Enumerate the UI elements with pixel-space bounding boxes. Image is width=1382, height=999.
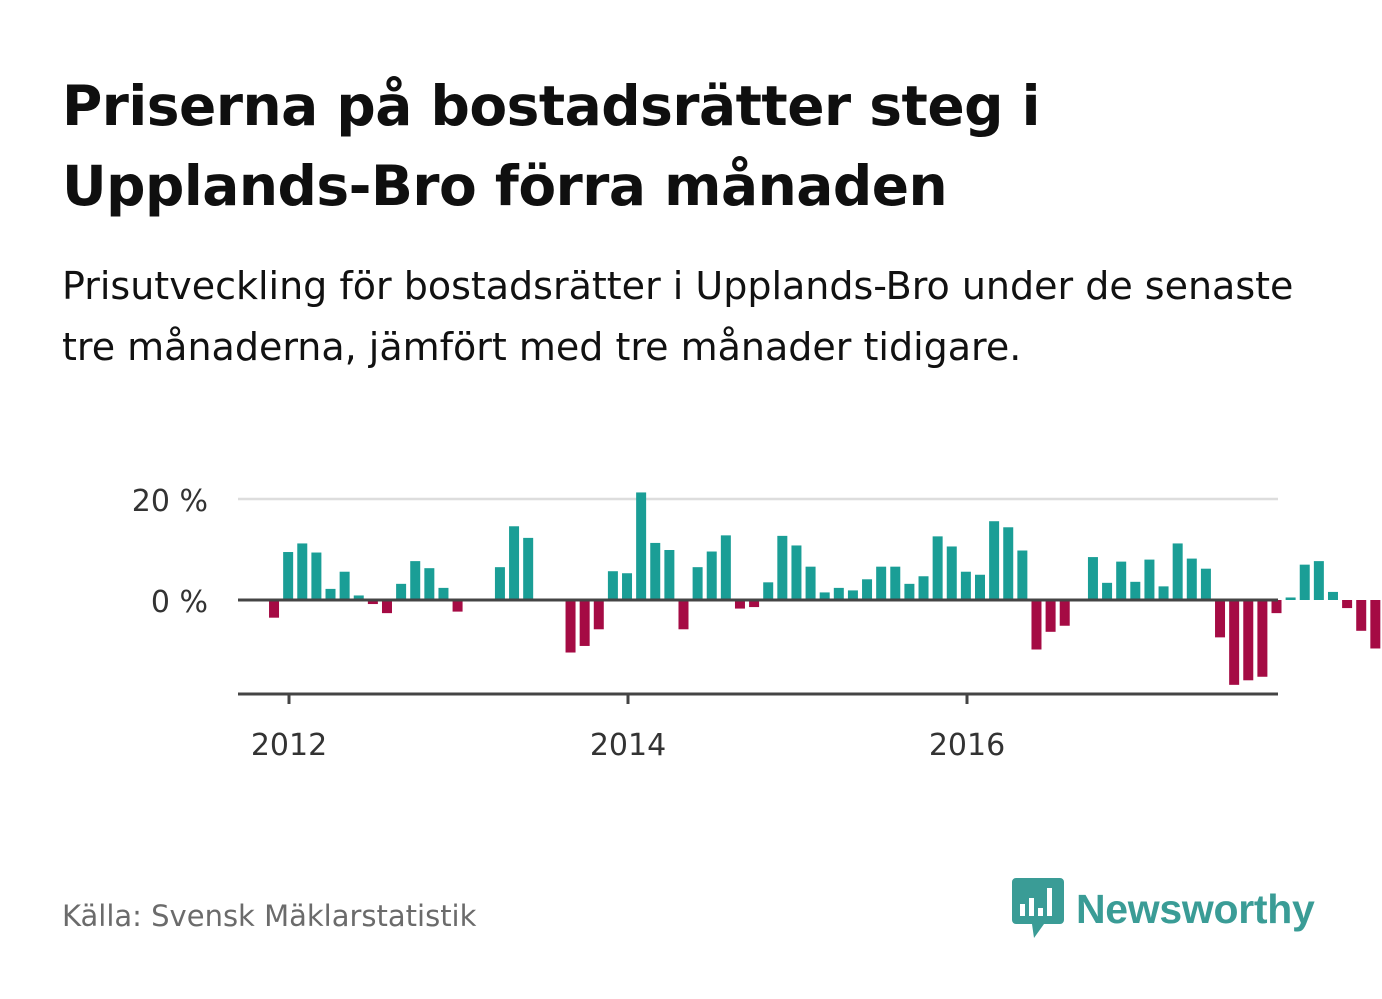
bar <box>297 543 308 600</box>
brand-logo[interactable]: Newsworthy <box>1010 878 1315 940</box>
bar <box>579 600 590 646</box>
bar <box>720 535 731 600</box>
x-tick-label: 2016 <box>929 728 1005 763</box>
chart-subtitle: Prisutveckling för bostadsrätter i Uppla… <box>62 264 1294 369</box>
chart-title: Priserna på bostadsrätter steg i Uppland… <box>62 74 1041 218</box>
bar <box>410 561 421 600</box>
bar <box>424 568 435 600</box>
bar <box>1257 600 1268 677</box>
bar <box>438 587 449 600</box>
bar <box>706 551 717 600</box>
bar <box>325 588 336 600</box>
bar <box>876 566 887 600</box>
bar <box>1172 543 1183 600</box>
bar <box>283 552 294 600</box>
bar <box>1229 600 1240 685</box>
y-tick-label: 0 % <box>151 585 208 620</box>
bar <box>833 587 844 600</box>
bar <box>565 600 576 653</box>
bar <box>890 566 901 600</box>
bar <box>819 592 830 600</box>
bar <box>367 600 378 605</box>
bar <box>381 600 392 614</box>
axis-layer <box>238 598 1278 704</box>
source-note: Källa: Svensk Mäklarstatistik <box>62 899 477 933</box>
bar <box>1144 559 1155 600</box>
bar <box>1045 600 1056 632</box>
x-tick-label: 2012 <box>251 728 327 763</box>
bar <box>805 566 816 600</box>
bar <box>1003 527 1014 600</box>
bar-chart: 0 %20 %2012201420162019202120232 % <box>132 484 1381 763</box>
bar <box>904 583 915 600</box>
bar <box>311 552 322 600</box>
bar <box>777 535 788 600</box>
bar <box>1031 600 1042 650</box>
bar <box>1215 600 1226 638</box>
bar <box>975 574 985 600</box>
bar <box>1356 600 1367 631</box>
bar <box>960 571 971 600</box>
bar <box>1017 550 1028 600</box>
bar <box>509 526 520 600</box>
bar <box>494 567 505 600</box>
bar <box>1186 558 1197 600</box>
newsworthy-logo-icon <box>1012 878 1064 938</box>
bar <box>1342 600 1353 609</box>
bar <box>269 600 280 618</box>
bar <box>1271 600 1282 614</box>
brand-name: Newsworthy <box>1076 885 1315 932</box>
bar <box>692 567 703 600</box>
bar <box>1087 557 1098 600</box>
bar <box>989 521 1000 600</box>
bar <box>636 492 647 600</box>
bar <box>622 573 633 600</box>
bar <box>1130 581 1141 600</box>
bar <box>1158 586 1169 600</box>
bar <box>791 545 802 600</box>
bar <box>678 600 689 630</box>
bar <box>1313 561 1324 600</box>
x-tick-label: 2014 <box>590 728 666 763</box>
y-tick-label: 20 % <box>132 484 208 519</box>
bar <box>918 576 929 600</box>
bar <box>339 571 350 600</box>
bar <box>734 600 745 609</box>
bar <box>1327 591 1338 600</box>
label-layer: 0 %20 %2012201420162019202120232 % <box>132 484 1005 763</box>
bar <box>1299 564 1310 600</box>
bar <box>847 590 858 600</box>
bar <box>763 582 774 601</box>
bar <box>1102 582 1113 600</box>
bar <box>862 579 873 600</box>
bar <box>650 542 661 600</box>
bar <box>593 600 604 630</box>
bar <box>396 583 407 600</box>
bar <box>1059 600 1070 626</box>
bar <box>664 550 675 600</box>
bar <box>946 546 957 600</box>
bar <box>523 537 534 600</box>
bars-layer <box>269 492 1381 685</box>
bar <box>932 536 943 600</box>
bar <box>1243 600 1254 681</box>
bar <box>1200 568 1211 600</box>
bar <box>1370 600 1381 649</box>
bar <box>1285 597 1296 600</box>
bar <box>1116 561 1127 600</box>
bar <box>607 571 618 601</box>
bar <box>353 595 364 600</box>
bar <box>749 600 760 608</box>
bar <box>452 600 463 612</box>
